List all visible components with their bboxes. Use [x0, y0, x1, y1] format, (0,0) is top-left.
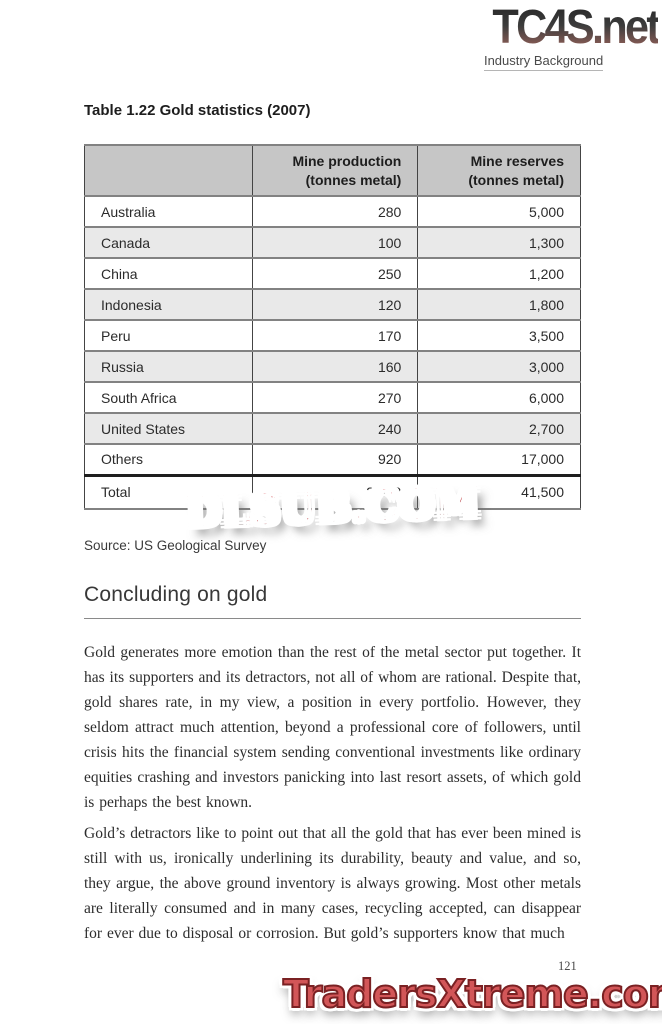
page-content: Table 1.22 Gold statistics (2007) Mine p… [84, 0, 581, 946]
header-production-line2: (tonnes metal) [305, 171, 402, 188]
page-number: 121 [558, 959, 577, 973]
tradersxtreme-watermark: TradersXtreme.com [282, 971, 662, 1017]
cell-production: 920 [251, 443, 419, 476]
cell-reserves: 3,500 [417, 319, 581, 352]
table-row: China 250 1,200 [84, 257, 581, 290]
cell-production: 170 [251, 319, 419, 352]
cell-country: Peru [84, 319, 253, 352]
table-caption: Table 1.22 Gold statistics (2007) [84, 102, 311, 119]
cell-country: South Africa [84, 381, 253, 414]
header-cell-reserves: Mine reserves (tonnes metal) [417, 144, 581, 197]
cell-country: Australia [84, 195, 253, 228]
cell-country: Others [84, 443, 253, 476]
table-row: South Africa 270 6,000 [84, 381, 581, 414]
table-header-row: Mine production (tonnes metal) Mine rese… [84, 144, 581, 197]
cell-reserves: 5,000 [417, 195, 581, 228]
section-heading: Concluding on gold [84, 583, 581, 619]
header-reserves-line2: (tonnes metal) [468, 171, 564, 188]
table-row: United States 240 2,700 [84, 412, 581, 445]
table-row: Australia 280 5,000 [84, 195, 581, 228]
cell-production: 100 [251, 226, 419, 259]
cell-country: China [84, 257, 253, 290]
gold-statistics-table: Mine production (tonnes metal) Mine rese… [84, 144, 581, 510]
paragraph: Gold’s detractors like to point out that… [84, 825, 581, 942]
cell-country: Indonesia [84, 288, 253, 321]
cell-reserves: 1,800 [417, 288, 581, 321]
cell-reserves: 6,000 [417, 381, 581, 414]
cell-total-reserves: 41,500 [417, 473, 581, 510]
cell-reserves: 2,700 [417, 412, 581, 445]
header-cell-country [84, 144, 253, 197]
cell-total-label: Total [84, 473, 253, 510]
paragraph: Gold generates more emotion than the res… [84, 644, 581, 811]
cell-production: 250 [251, 257, 419, 290]
running-head: Industry Background [483, 53, 604, 71]
tc4s-logo: TC4S.net [492, 1, 660, 54]
cell-production: 280 [251, 195, 419, 228]
cell-production: 270 [251, 381, 419, 414]
table-total-row: Total 2,510 41,500 [84, 473, 581, 510]
cell-country: Russia [84, 350, 253, 383]
header-production-line1: Mine production [292, 152, 402, 169]
table-row: Indonesia 120 1,800 [84, 288, 581, 321]
gold-table-body: Australia 280 5,000 Canada 100 1,300 China 250 1… [84, 195, 581, 476]
header-cell-production: Mine production (tonnes metal) [251, 144, 419, 197]
table-source: Source: US Geological Survey [84, 538, 267, 553]
table-row: Russia 160 3,000 [84, 350, 581, 383]
cell-country: United States [84, 412, 253, 445]
cell-reserves: 17,000 [417, 443, 581, 476]
cell-reserves: 1,200 [417, 257, 581, 290]
cell-reserves: 3,000 [417, 350, 581, 383]
table-row: Others 920 17,000 [84, 443, 581, 476]
table-row: Peru 170 3,500 [84, 319, 581, 352]
header-reserves-line1: Mine reserves [470, 152, 564, 169]
cell-reserves: 1,300 [417, 226, 581, 259]
table-row: Canada 100 1,300 [84, 226, 581, 259]
cell-production: 240 [251, 412, 419, 445]
cell-production: 160 [251, 350, 419, 383]
cell-production: 120 [251, 288, 419, 321]
body-text: Gold generates more emotion than the res… [84, 640, 581, 946]
cell-total-production: 2,510 [251, 473, 419, 510]
cell-country: Canada [84, 226, 253, 259]
page-header: TC4S.net Industry Background [474, 1, 661, 71]
